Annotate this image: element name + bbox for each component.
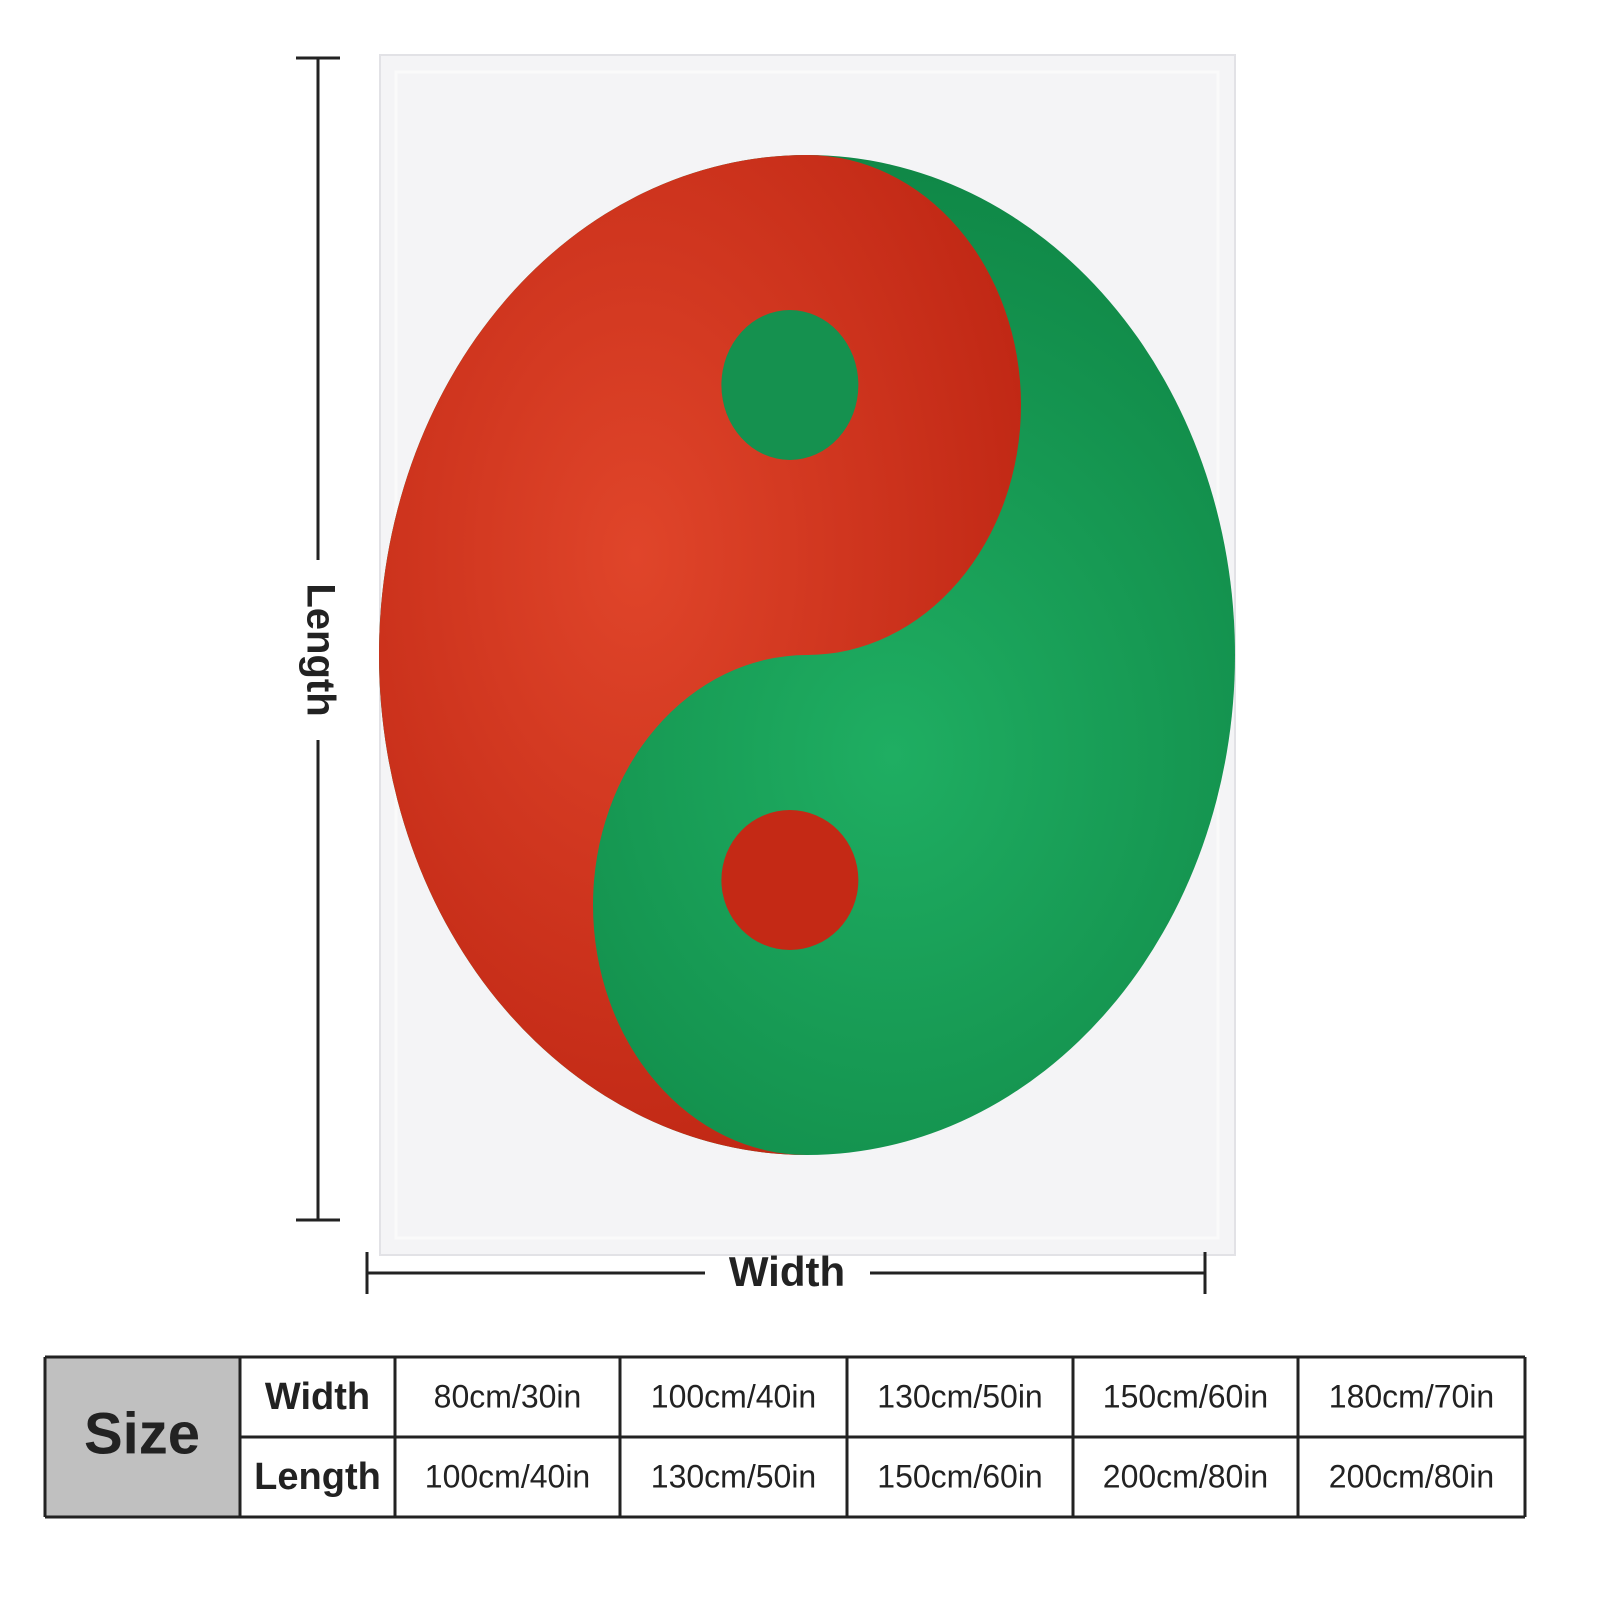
size-cell: 150cm/60in [1103, 1378, 1268, 1414]
yin-yang [379, 155, 1235, 1155]
size-cell: 200cm/80in [1103, 1458, 1268, 1494]
width-label: Width [729, 1248, 845, 1295]
size-cell: 150cm/60in [877, 1458, 1042, 1494]
size-header-cell [45, 1357, 240, 1517]
size-cell: 100cm/40in [425, 1458, 590, 1494]
size-table: Size Width 80cm/30in 100cm/40in 130cm/50in 1… [43, 1355, 1527, 1519]
size-cell: 200cm/80in [1329, 1458, 1494, 1494]
length-measure [296, 56, 340, 1222]
red-half [379, 155, 1021, 1155]
size-cell: 100cm/40in [651, 1378, 816, 1414]
size-cell: 180cm/70in [1329, 1378, 1494, 1414]
green-dot [721, 309, 859, 460]
size-cell: 80cm/30in [434, 1378, 582, 1414]
length-label: Length [298, 583, 342, 716]
width-measure [365, 1252, 1207, 1294]
row-label: Length [254, 1456, 381, 1498]
size-header: Size [84, 1401, 200, 1466]
red-dot [721, 810, 859, 950]
size-cell: 130cm/50in [651, 1458, 816, 1494]
size-cell: 130cm/50in [877, 1378, 1042, 1414]
row-label: Width [265, 1376, 370, 1418]
